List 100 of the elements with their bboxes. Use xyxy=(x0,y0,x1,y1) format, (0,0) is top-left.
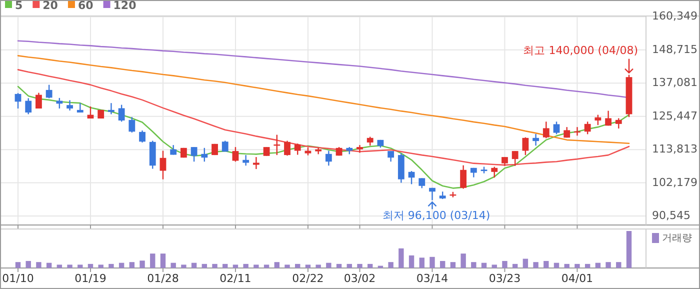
bar xyxy=(316,264,321,268)
candlestick xyxy=(605,110,612,126)
bar xyxy=(129,262,135,268)
x-tick-label: 03/14 xyxy=(416,272,448,285)
candlestick xyxy=(388,150,394,162)
bar xyxy=(202,264,208,268)
candlestick xyxy=(594,114,602,126)
bar xyxy=(26,260,31,268)
candlestick xyxy=(149,140,156,170)
bar xyxy=(492,264,497,268)
bar xyxy=(574,264,580,268)
bar xyxy=(512,264,518,268)
legend-label: 거래량 xyxy=(662,233,692,244)
bar xyxy=(544,260,549,268)
x-tick-label: 01/10 xyxy=(2,272,34,285)
candlestick xyxy=(170,144,177,156)
x-tick-label: 02/11 xyxy=(220,272,252,285)
candlestick xyxy=(284,140,290,156)
x-tick-label: 03/23 xyxy=(488,272,521,285)
bar xyxy=(408,255,414,268)
candlestick xyxy=(460,164,467,190)
candlestick xyxy=(553,121,560,135)
y-tick-label: 113,813 xyxy=(652,142,698,156)
y-tick-label: 137,081 xyxy=(652,76,698,90)
candlestick xyxy=(532,133,539,146)
annotation: 최고 140,000 (04/08) xyxy=(523,44,638,57)
bar xyxy=(170,262,176,268)
legend-label: 60 xyxy=(78,0,94,12)
bar xyxy=(36,262,42,268)
bar xyxy=(564,264,570,268)
candlestick xyxy=(252,156,260,170)
y-tick-label: 148,715 xyxy=(652,42,698,56)
bar xyxy=(398,248,404,268)
bar xyxy=(67,264,72,268)
candlestick xyxy=(491,166,498,178)
candlestick xyxy=(201,147,208,162)
bar xyxy=(502,260,508,268)
candlestick xyxy=(512,150,518,166)
bar xyxy=(274,262,280,268)
candlestick xyxy=(66,100,73,112)
candlestick xyxy=(294,143,301,156)
bar xyxy=(357,264,362,268)
bar xyxy=(243,264,248,268)
bar xyxy=(295,264,300,268)
bar xyxy=(150,254,156,268)
candlestick xyxy=(325,150,332,166)
bar xyxy=(388,262,394,268)
candlestick xyxy=(128,116,136,134)
bar xyxy=(232,264,238,268)
candlestick xyxy=(118,104,125,122)
legend-label: 20 xyxy=(42,0,58,12)
bar xyxy=(460,254,466,268)
bar xyxy=(140,260,145,268)
bar xyxy=(626,231,632,268)
bar xyxy=(522,258,528,268)
bar xyxy=(264,264,270,268)
bar xyxy=(430,256,435,268)
bar xyxy=(533,262,538,268)
candlestick xyxy=(190,146,198,162)
bar xyxy=(181,264,186,268)
candlestick xyxy=(584,121,591,135)
bar xyxy=(595,262,601,268)
line-series xyxy=(17,55,630,144)
bar xyxy=(160,254,166,268)
legend-label: 5 xyxy=(15,0,23,12)
bar xyxy=(212,264,218,268)
candlestick xyxy=(408,170,415,185)
bar xyxy=(46,262,52,268)
bar xyxy=(108,264,114,268)
x-tick-label: 01/19 xyxy=(74,272,106,285)
y-tick-label: 160,349 xyxy=(652,10,698,23)
bar xyxy=(254,264,259,268)
bar xyxy=(98,264,104,268)
bar xyxy=(450,262,456,268)
y-tick-label: 102,179 xyxy=(652,176,698,189)
bar xyxy=(222,264,228,268)
candlestick xyxy=(36,92,42,110)
candlestick xyxy=(542,121,550,139)
x-tick-label: 02/22 xyxy=(292,272,324,285)
x-tick-label: 04/01 xyxy=(561,272,594,285)
bar xyxy=(346,264,352,268)
bar xyxy=(15,262,21,268)
bar xyxy=(584,264,590,268)
bar xyxy=(440,260,446,268)
candlestick xyxy=(14,92,22,110)
bar xyxy=(305,264,311,268)
bar xyxy=(336,264,342,268)
bar xyxy=(481,262,487,268)
annotation: 최저 96,100 (03/14) xyxy=(382,209,490,222)
bar xyxy=(78,264,83,268)
candlestick xyxy=(108,102,114,115)
bar xyxy=(616,262,622,268)
candlestick xyxy=(160,150,166,180)
candlestick xyxy=(46,84,52,99)
line-series xyxy=(17,69,630,166)
candlestick xyxy=(139,130,146,144)
candlestick xyxy=(232,146,239,162)
bar xyxy=(554,262,560,268)
bar xyxy=(191,262,197,268)
bar xyxy=(88,264,94,268)
